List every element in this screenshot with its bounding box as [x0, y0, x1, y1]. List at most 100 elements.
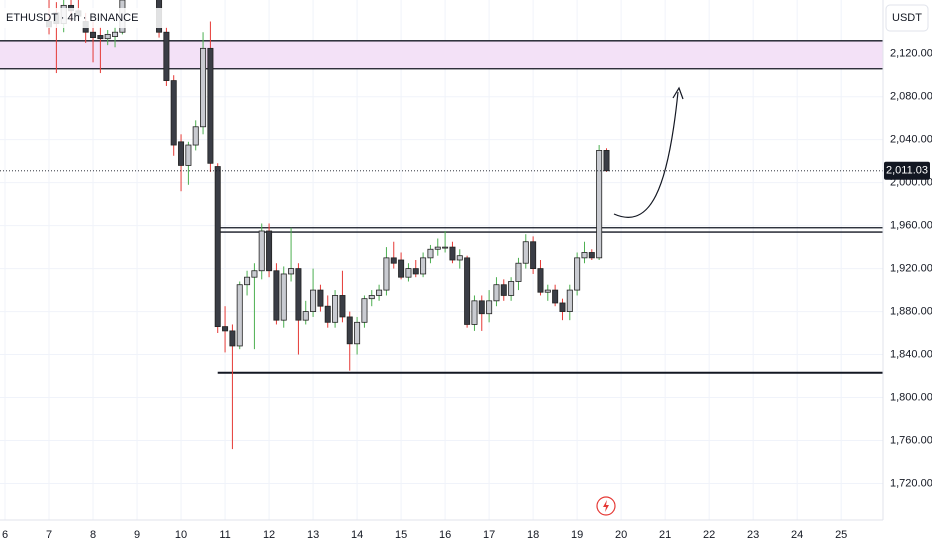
- drawing-arrow: [613, 86, 684, 219]
- x-tick-label: 9: [134, 529, 140, 541]
- zone: [0, 40, 883, 69]
- currency-button[interactable]: [885, 4, 929, 32]
- candle-body: [214, 166, 221, 328]
- candle-body: [251, 270, 258, 278]
- chart-title: ETHUSDT · 4h · BINANCE: [6, 12, 138, 24]
- candle-body: [104, 33, 111, 40]
- candle-body: [97, 35, 104, 40]
- x-tick-label: 24: [791, 529, 803, 541]
- grid: [0, 0, 883, 520]
- candle-body: [244, 276, 251, 286]
- candle-body: [449, 246, 456, 261]
- x-tick-label: 20: [615, 529, 627, 541]
- candle-body: [354, 321, 361, 345]
- candle-body: [368, 295, 375, 300]
- x-tick-label: 19: [571, 529, 583, 541]
- candle-body: [207, 47, 214, 164]
- candle-body: [288, 268, 295, 275]
- x-tick-label: 15: [395, 529, 407, 541]
- x-tick-label: 8: [90, 529, 96, 541]
- candle-body: [361, 298, 368, 323]
- candle-body: [603, 150, 610, 172]
- candle-body: [515, 262, 522, 282]
- candle-body: [427, 248, 434, 259]
- x-tick-label: 16: [439, 529, 451, 541]
- candle-body: [581, 252, 588, 259]
- candle-body: [112, 31, 119, 37]
- candle-body: [566, 289, 573, 312]
- y-axis-unit: USDT: [892, 12, 922, 24]
- y-tick-label: 1,720.00: [890, 477, 932, 489]
- candle-body: [185, 144, 192, 166]
- y-tick-label: 1,840.00: [890, 348, 932, 360]
- candle-body: [390, 257, 397, 264]
- candle-body: [376, 289, 383, 296]
- candle-body: [332, 295, 339, 323]
- candle-body: [280, 273, 287, 321]
- candle-body: [222, 326, 229, 332]
- candle-body: [302, 311, 309, 321]
- y-tick-label: 2,120.00: [890, 48, 932, 60]
- candle-body: [405, 268, 412, 278]
- candle-body: [346, 316, 353, 345]
- x-tick-label: 22: [703, 529, 715, 541]
- candle-body: [574, 257, 581, 291]
- candle-body: [236, 284, 243, 347]
- event-icon[interactable]: [596, 496, 616, 516]
- candle-body: [192, 126, 199, 146]
- x-tick-label: 23: [747, 529, 759, 541]
- y-tick-label: 2,040.00: [890, 134, 932, 146]
- last-price-box: [884, 161, 930, 180]
- candle-body: [434, 246, 441, 250]
- x-tick-label: 12: [263, 529, 275, 541]
- candle-body: [273, 270, 280, 321]
- y-tick-label: 1,880.00: [890, 305, 932, 317]
- x-tick-label: 11: [219, 529, 230, 541]
- candle-body: [324, 305, 331, 323]
- candle-body: [170, 80, 177, 146]
- last-price-label: 2,011.03: [886, 165, 928, 177]
- x-tick-label: 18: [527, 529, 539, 541]
- candle-body: [229, 330, 236, 347]
- x-tick-label: 7: [46, 529, 52, 541]
- plot-area: [0, 0, 883, 450]
- candle-body: [266, 230, 273, 272]
- candle-body: [420, 257, 427, 275]
- candle-body: [478, 300, 485, 315]
- candle-body: [200, 47, 207, 128]
- candle-body: [530, 241, 537, 269]
- x-tick-label: 10: [175, 529, 187, 541]
- candle-body: [317, 289, 324, 307]
- candle-body: [90, 31, 97, 39]
- y-tick-label: 2,080.00: [890, 91, 932, 103]
- x-tick-label: 17: [483, 529, 495, 541]
- candle-body: [500, 284, 507, 296]
- candle-body: [178, 141, 185, 166]
- candle-body: [486, 300, 493, 315]
- candle-body: [339, 295, 346, 318]
- candle-body: [412, 268, 419, 275]
- candle-body: [559, 302, 566, 312]
- x-tick-label: 25: [835, 529, 847, 541]
- candle-body: [471, 300, 478, 325]
- candle-body: [383, 257, 390, 291]
- candle-body: [258, 230, 265, 272]
- candle-body: [552, 289, 559, 304]
- y-tick-label: 1,920.00: [890, 263, 932, 275]
- candle-body: [464, 257, 471, 325]
- y-tick-label: 1,800.00: [890, 391, 932, 403]
- x-tick-label: 13: [307, 529, 319, 541]
- candle-body: [295, 268, 302, 321]
- candle-body: [537, 268, 544, 293]
- candle-body: [163, 31, 170, 81]
- candle-body: [508, 281, 515, 296]
- candle-body: [456, 255, 463, 261]
- candle-body: [522, 241, 529, 264]
- candle-body: [310, 289, 317, 312]
- candle-body: [596, 150, 603, 259]
- y-tick-label: 1,760.00: [890, 434, 932, 446]
- x-tick-label: 21: [659, 529, 671, 541]
- x-tick-label: 14: [351, 529, 363, 541]
